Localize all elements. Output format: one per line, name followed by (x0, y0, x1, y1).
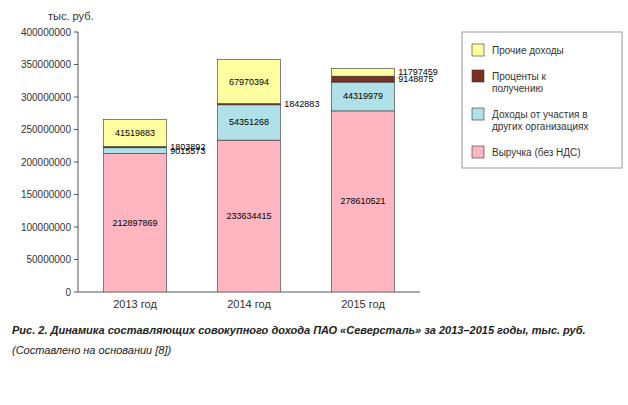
y-tick-label: 150000000 (21, 189, 71, 200)
caption-line: Рис. 2. Динамика составляющих совокупног… (12, 324, 586, 336)
y-tick (74, 64, 78, 65)
y-tick-label: 300000000 (21, 92, 71, 103)
y-tick (74, 162, 78, 163)
y-tick-label: 0 (65, 287, 71, 298)
data-label: 41519883 (115, 128, 155, 138)
legend-frame (462, 32, 622, 168)
y-axis-line (78, 32, 79, 292)
y-tick-label: 100000000 (21, 222, 71, 233)
bar-segment (218, 59, 281, 103)
bar-segment (218, 105, 281, 140)
x-tick-label: 2015 год (341, 298, 385, 310)
data-label: 11797459 (398, 67, 437, 77)
caption-source: (Составлено на основании [8]) (12, 344, 172, 356)
y-axis: 0 50000000 100000000 150000000 200000000 2500… (21, 27, 420, 298)
bar-segment (332, 68, 395, 76)
bar-segment (332, 82, 395, 111)
legend-swatch (472, 108, 484, 120)
y-tick (74, 129, 78, 130)
y-tick (74, 259, 78, 260)
legend-line: Прочие доходы (492, 45, 564, 56)
legend-entry: Выручка (без НДС) (492, 147, 581, 158)
bar-segment (218, 140, 281, 292)
legend-entry: Прочие доходы (492, 45, 564, 56)
legend-line: Выручка (без НДС) (492, 147, 581, 158)
y-tick (74, 292, 78, 293)
y-tick (74, 194, 78, 195)
y-tick-label: 350000000 (21, 59, 71, 70)
caption: Рис. 2. Динамика составляющих совокупног… (12, 324, 586, 336)
bar-segment (104, 154, 167, 292)
legend: Прочие доходы Проценты кполучению Доходы о… (462, 32, 622, 168)
data-label: 278610521 (340, 196, 385, 206)
x-tick-label: 2014 год (227, 298, 271, 310)
caption-source-line: (Составлено на основании [8]) (12, 344, 172, 356)
legend-line: получению (492, 83, 543, 94)
y-tick-label: 250000000 (21, 124, 71, 135)
data-label: 44319979 (343, 91, 383, 101)
y-tick (74, 227, 78, 228)
y-tick-label: 400000000 (21, 27, 71, 38)
data-labels: 2128978692336344152786105219015573543512… (112, 67, 437, 227)
chart: 0 50000000 100000000 150000000 200000000 2500… (0, 0, 628, 405)
legend-line: Доходы от участия в (492, 109, 588, 120)
y-tick-label: 50000000 (27, 254, 72, 265)
data-label: 67970394 (229, 77, 269, 87)
legend-swatch (472, 70, 484, 82)
bar-segment (332, 111, 395, 292)
data-label: 233634415 (226, 211, 271, 221)
bar-segment (104, 148, 167, 154)
y-tick (74, 97, 78, 98)
legend-line: Проценты к (492, 71, 547, 82)
legend-entry: Доходы от участия вдругих организациях (492, 109, 588, 132)
y-axis-label: тыс. руб. (48, 10, 94, 22)
y-tick (74, 32, 78, 33)
data-label: 54351268 (229, 117, 269, 127)
bar-segment (332, 76, 395, 82)
bars (104, 59, 395, 292)
legend-entry: Проценты кполучению (492, 71, 547, 94)
legend-line: других организациях (492, 121, 588, 132)
bar-segment (104, 120, 167, 147)
data-label: 1803892 (170, 142, 205, 152)
data-label: 212897869 (112, 218, 157, 228)
legend-swatch (472, 146, 484, 158)
y-tick-label: 200000000 (21, 157, 71, 168)
data-label: 1842883 (284, 99, 319, 109)
legend-swatch (472, 44, 484, 56)
x-tick-label: 2013 год (113, 298, 157, 310)
